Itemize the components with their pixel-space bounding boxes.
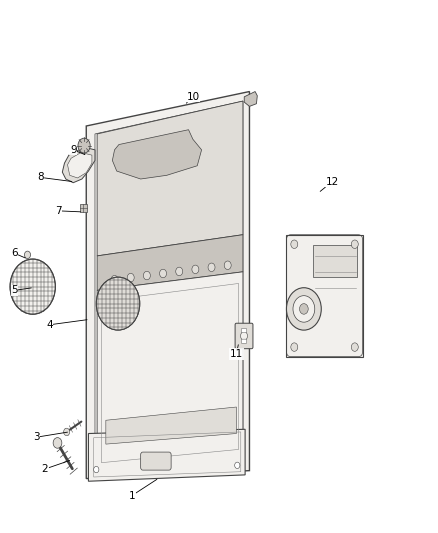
Text: 4: 4 (46, 320, 87, 330)
Polygon shape (97, 101, 243, 256)
Text: 7: 7 (55, 206, 81, 216)
Polygon shape (67, 152, 92, 178)
Circle shape (351, 240, 358, 248)
Text: 2: 2 (42, 461, 70, 474)
Text: 8: 8 (37, 172, 72, 182)
FancyBboxPatch shape (235, 323, 253, 349)
Polygon shape (286, 235, 363, 357)
Circle shape (78, 138, 90, 153)
Circle shape (127, 273, 134, 282)
Polygon shape (97, 272, 243, 471)
Circle shape (64, 428, 70, 435)
Text: 11: 11 (230, 345, 243, 359)
Circle shape (159, 269, 166, 278)
Text: 10: 10 (186, 92, 199, 103)
Circle shape (208, 263, 215, 271)
Polygon shape (86, 92, 250, 479)
Polygon shape (106, 407, 237, 444)
Circle shape (300, 304, 308, 314)
Text: 3: 3 (33, 432, 67, 442)
Circle shape (291, 343, 298, 351)
Polygon shape (113, 130, 201, 179)
Bar (80, 204, 87, 213)
Text: 6: 6 (11, 248, 25, 259)
Circle shape (111, 276, 118, 284)
FancyBboxPatch shape (141, 452, 171, 470)
FancyBboxPatch shape (241, 339, 247, 343)
Circle shape (176, 267, 183, 276)
Polygon shape (244, 92, 257, 107)
Circle shape (53, 438, 62, 448)
Text: 1: 1 (129, 479, 157, 500)
Circle shape (224, 261, 231, 270)
Circle shape (96, 277, 140, 330)
Circle shape (235, 462, 240, 469)
Polygon shape (313, 245, 357, 277)
Circle shape (10, 259, 55, 314)
Polygon shape (62, 147, 95, 183)
Circle shape (291, 240, 298, 248)
Text: 5: 5 (11, 285, 32, 295)
Polygon shape (88, 429, 245, 481)
Circle shape (192, 265, 199, 273)
Circle shape (25, 251, 31, 259)
Text: 9: 9 (70, 145, 85, 155)
Polygon shape (97, 235, 243, 290)
Circle shape (351, 343, 358, 351)
Circle shape (143, 271, 150, 280)
FancyBboxPatch shape (241, 328, 247, 333)
Circle shape (286, 288, 321, 330)
Circle shape (293, 296, 315, 322)
Text: 12: 12 (320, 176, 339, 191)
Circle shape (240, 332, 247, 340)
Circle shape (94, 466, 99, 473)
